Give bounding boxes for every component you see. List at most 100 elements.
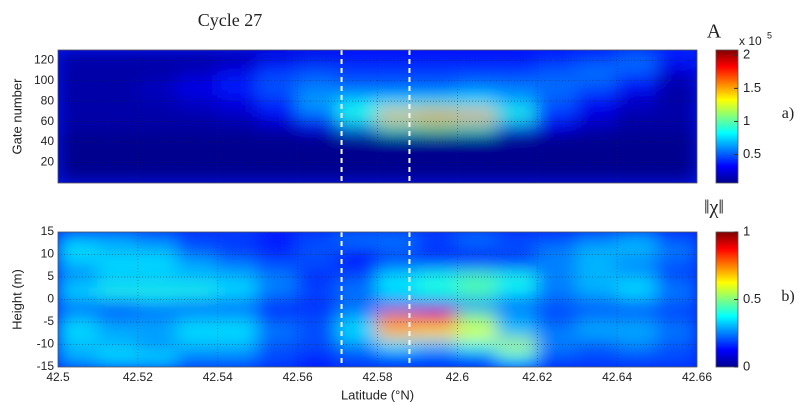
heatmap-cell — [96, 141, 139, 154]
heatmap-cell — [416, 244, 459, 260]
heatmap-cell — [416, 50, 459, 62]
heatmap-cell — [576, 298, 619, 314]
heatmap-cell — [456, 339, 499, 355]
heatmap-cell — [296, 271, 339, 287]
heatmap-cell — [256, 161, 299, 174]
heatmap-cell — [136, 161, 179, 174]
x-axis-label: Latitude (°N) — [341, 387, 414, 402]
heatmap-cell — [616, 312, 659, 328]
colorbar-tick-label: 0.5 — [743, 291, 761, 306]
colorbar-tick-label: 1 — [743, 223, 750, 238]
heatmap-cell — [216, 258, 259, 274]
heatmap-cell — [136, 50, 179, 62]
heatmap-cell — [256, 258, 299, 274]
heatmap-cell — [336, 50, 379, 62]
heatmap-cell — [576, 89, 619, 103]
heatmap-cell — [58, 339, 99, 355]
heatmap-cell — [256, 285, 299, 301]
heatmap-cell — [576, 171, 619, 183]
heatmap-cell — [656, 171, 697, 183]
heatmap-cell — [656, 59, 697, 72]
heatmap-cell — [656, 244, 697, 260]
heatmap-cell — [496, 69, 539, 82]
heatmap-cell — [256, 352, 299, 367]
heatmap-cell — [416, 89, 459, 103]
heatmap-cell — [58, 325, 99, 341]
heatmap-cell — [176, 285, 219, 301]
heatmap-cell — [536, 69, 579, 82]
heatmap-cell — [576, 59, 619, 72]
x-tick-label: 42.52 — [123, 370, 153, 384]
heatmap-cell — [376, 339, 419, 355]
heatmap-cell — [58, 298, 99, 314]
heatmap-cell — [616, 171, 659, 183]
heatmap-cell — [576, 325, 619, 341]
heatmap-cell — [376, 50, 419, 62]
heatmap-cell — [136, 171, 179, 183]
heatmap-cell — [456, 59, 499, 72]
heatmap-cell — [96, 232, 139, 247]
heatmap-cell — [616, 69, 659, 82]
heatmap-cell — [136, 285, 179, 301]
heatmap-cell — [136, 244, 179, 260]
heatmap-cell — [656, 161, 697, 174]
heatmap-cell — [536, 171, 579, 183]
colorbar-label: A — [707, 21, 722, 43]
heatmap-cell — [96, 120, 139, 133]
heatmap-cell — [96, 271, 139, 287]
heatmap-cell — [376, 151, 419, 164]
heatmap-cell — [496, 161, 539, 174]
heatmap-cell — [176, 161, 219, 174]
heatmap-cell — [656, 89, 697, 103]
heatmap-cell — [376, 89, 419, 103]
heatmap-cell — [456, 151, 499, 164]
plot-frame — [57, 49, 698, 184]
heatmap-cell — [576, 120, 619, 133]
heatmap-cell — [296, 312, 339, 328]
heatmap-cell — [96, 59, 139, 72]
heatmap-cell — [496, 285, 539, 301]
heatmap-cell — [336, 325, 379, 341]
heatmap-cell — [216, 339, 259, 355]
heatmap-cell — [496, 110, 539, 123]
heatmap-cell — [656, 285, 697, 301]
heatmap-cell — [536, 352, 579, 367]
heatmap-cell — [96, 110, 139, 123]
heatmap-cell — [58, 244, 99, 260]
heatmap-cell — [256, 339, 299, 355]
heatmap-cell — [176, 298, 219, 314]
heatmap-cell — [576, 79, 619, 92]
heatmap-cell — [136, 89, 179, 103]
heatmap-cell — [136, 79, 179, 92]
heatmap-cell — [296, 69, 339, 82]
heatmap-cell — [416, 285, 459, 301]
heatmap-cell — [416, 171, 459, 183]
heatmap-cell — [536, 141, 579, 154]
heatmap-cell — [296, 232, 339, 247]
y-tick-label: 60 — [41, 114, 55, 128]
heatmap-cell — [416, 258, 459, 274]
heatmap-cell — [416, 141, 459, 154]
heatmap-cell — [616, 120, 659, 133]
heatmap-cell — [256, 244, 299, 260]
heatmap-cell — [616, 271, 659, 287]
heatmap-cell — [616, 298, 659, 314]
heatmap-cell — [256, 298, 299, 314]
heatmap — [58, 50, 697, 183]
heatmap-cell — [58, 130, 99, 144]
heatmap-cell — [336, 151, 379, 164]
heatmap-cell — [176, 89, 219, 103]
heatmap-cell — [96, 352, 139, 367]
heatmap-cell — [256, 110, 299, 123]
heatmap-cell — [336, 130, 379, 144]
heatmap-cell — [536, 325, 579, 341]
heatmap-cell — [616, 50, 659, 62]
heatmap-cell — [416, 110, 459, 123]
heatmap-cell — [256, 130, 299, 144]
heatmap-cell — [336, 298, 379, 314]
heatmap-cell — [376, 130, 419, 144]
heatmap-cell — [216, 151, 259, 164]
heatmap-cell — [296, 130, 339, 144]
heatmap-cell — [496, 141, 539, 154]
heatmap-cell — [296, 89, 339, 103]
